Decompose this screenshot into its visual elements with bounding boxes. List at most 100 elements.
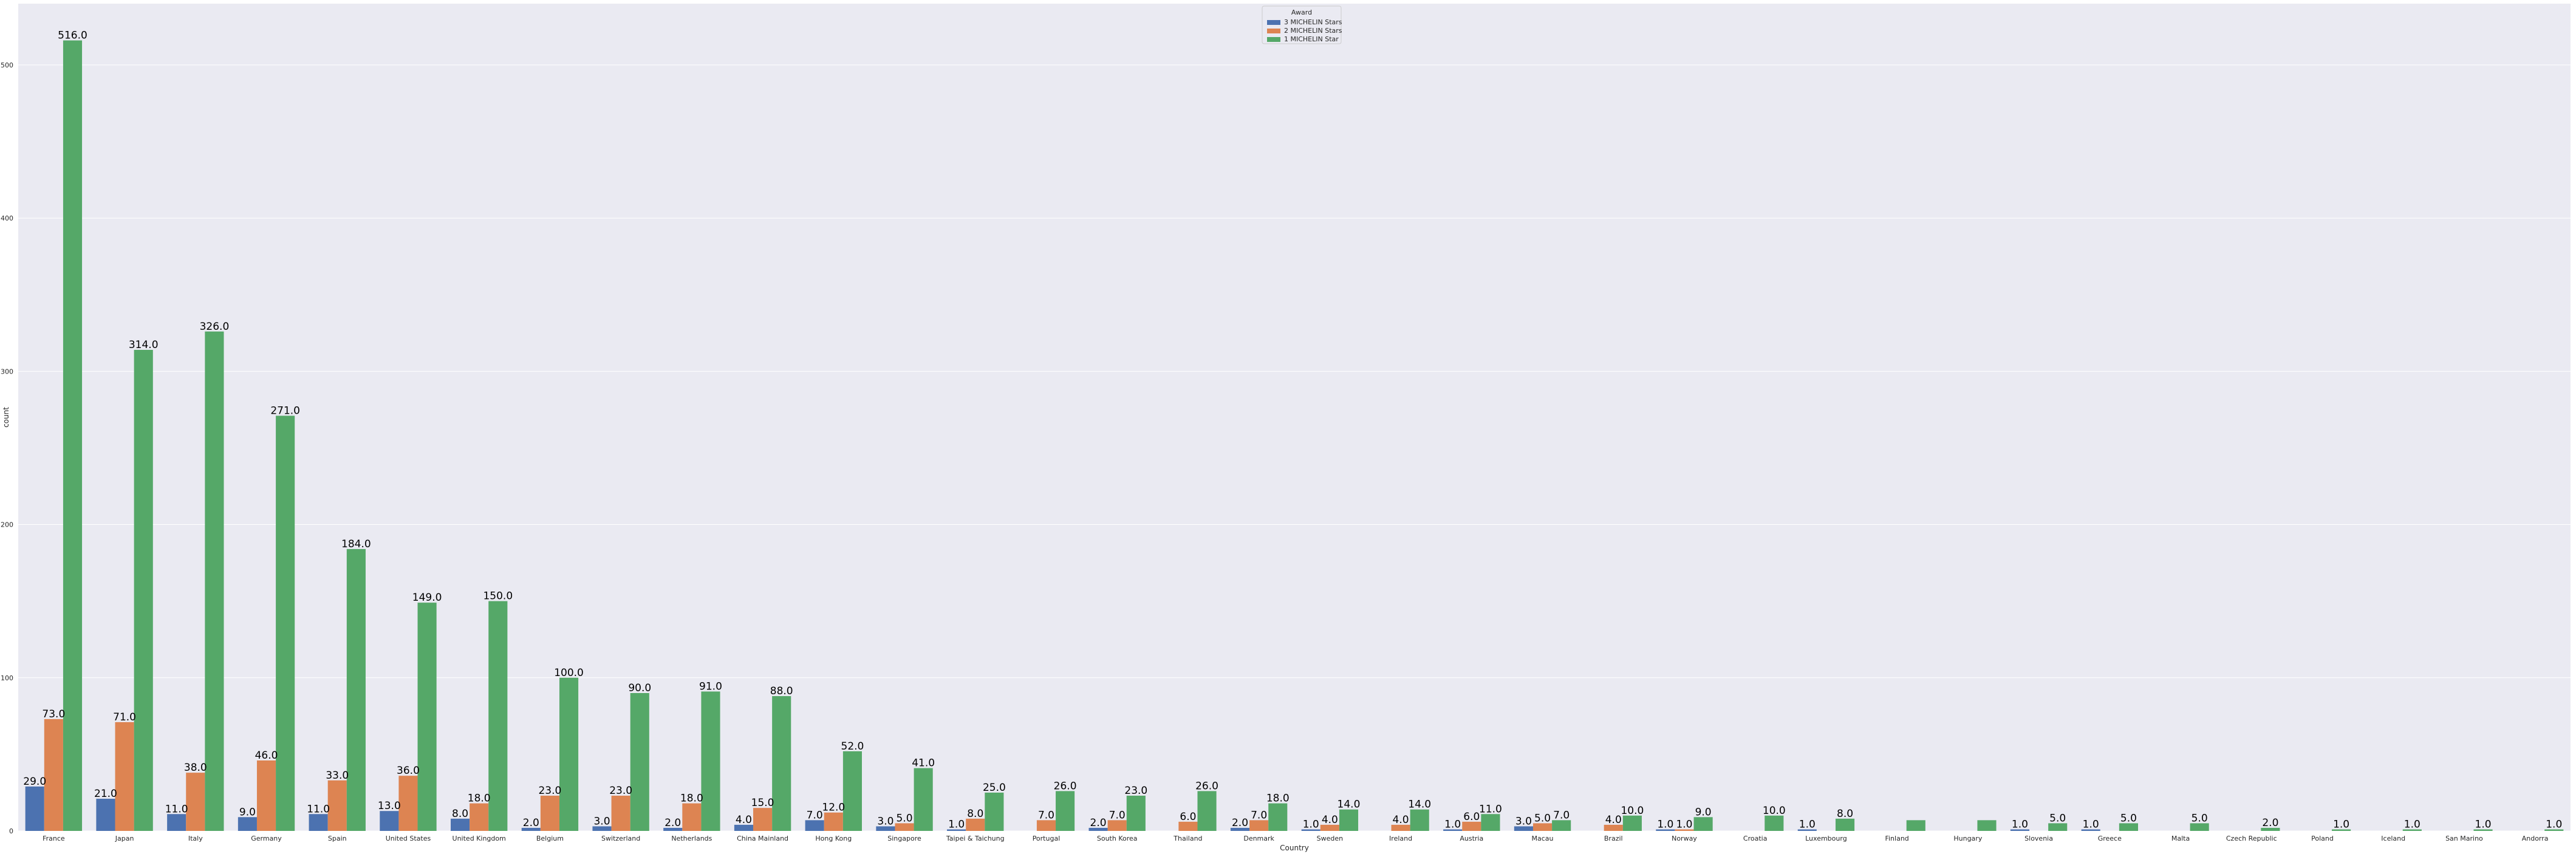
legend-label: 2 MICHELIN Stars: [1284, 27, 1342, 35]
bar: [1532, 823, 1553, 831]
bar-value-label: 73.0: [42, 708, 65, 720]
bar: [1906, 820, 1925, 831]
bar: [63, 40, 83, 832]
bar: [1320, 824, 1339, 831]
bar-value-label: 1.0: [2012, 818, 2028, 830]
bar-value-label: 3.0: [877, 815, 893, 827]
bar: [1462, 821, 1481, 831]
bar-value-label: 5.0: [2120, 812, 2137, 824]
bar-value-label: 1.0: [948, 818, 965, 830]
bar-value-label: 91.0: [699, 680, 722, 692]
bar: [1249, 820, 1269, 831]
bar: [1197, 791, 1217, 831]
gridlines: [18, 64, 2571, 832]
bar-value-label: 13.0: [378, 800, 401, 812]
bar-value-label: 4.0: [1322, 814, 1338, 826]
bar: [914, 768, 933, 831]
bar-value-label: 8.0: [1837, 808, 1853, 820]
bar: [25, 786, 44, 831]
x-tick-label: Luxembourg: [1805, 835, 1847, 842]
bar: [682, 803, 702, 831]
x-tick-label: Iceland: [2381, 835, 2405, 842]
bar: [2119, 823, 2138, 831]
x-tick-label: Norway: [1672, 835, 1697, 842]
bar-value-label: 271.0: [270, 405, 300, 417]
bar: [1693, 817, 1713, 831]
bar: [1656, 829, 1675, 831]
legend-box: [1262, 5, 1342, 44]
x-tick-label: Singapore: [887, 835, 921, 842]
bar-value-label: 8.0: [452, 808, 468, 820]
bar-value-label: 41.0: [912, 757, 935, 770]
x-tick-label: Denmark: [1243, 835, 1274, 842]
bar-value-label: 6.0: [1180, 811, 1196, 823]
bar-value-label: 71.0: [113, 711, 136, 723]
bar: [1481, 814, 1500, 831]
bar-value-label: 14.0: [1408, 799, 1431, 811]
bar: [2010, 829, 2030, 831]
bar: [611, 795, 630, 831]
bar-value-label: 26.0: [1054, 780, 1077, 792]
bar-value-label: 25.0: [983, 782, 1006, 794]
bar: [2402, 829, 2422, 831]
x-tick-label: Hong Kong: [815, 835, 852, 842]
bar-value-label: 36.0: [397, 765, 420, 777]
bar: [966, 818, 985, 831]
bar: [1178, 821, 1198, 831]
x-tick-label: Netherlands: [671, 835, 712, 842]
bar-value-label: 18.0: [1266, 793, 1290, 805]
bar-value-label: 100.0: [554, 667, 584, 679]
x-tick-label: Greece: [2098, 835, 2122, 842]
bar: [630, 693, 649, 831]
y-tick-label: 400: [1, 214, 13, 222]
x-tick-label: France: [43, 835, 65, 842]
x-tick-label: Finland: [1885, 835, 1908, 842]
bar-value-label: 10.0: [1763, 805, 1786, 817]
bar: [663, 827, 683, 831]
bar-value-label: 88.0: [770, 685, 793, 697]
bar: [1107, 820, 1127, 831]
bar-value-label: 4.0: [1605, 814, 1622, 826]
bar-value-label: 7.0: [807, 809, 823, 821]
bar-value-label: 1.0: [2083, 818, 2099, 830]
bar: [470, 803, 489, 831]
bar: [824, 812, 843, 831]
legend-swatch: [1267, 20, 1280, 25]
bar: [380, 811, 399, 831]
bar-value-label: 23.0: [1124, 785, 1147, 797]
bar-value-label: 1.0: [1657, 818, 1673, 830]
bar-value-label: 11.0: [307, 803, 330, 815]
bar-value-label: 10.0: [1621, 805, 1644, 817]
bar-value-label: 5.0: [2192, 812, 2208, 824]
x-tick-label: United States: [386, 835, 431, 842]
bar: [167, 814, 186, 831]
x-tick-label: Malta: [2171, 835, 2190, 842]
bar: [521, 827, 541, 831]
bar-value-label: 150.0: [483, 590, 513, 603]
bar: [1088, 827, 1108, 831]
bar: [1835, 818, 1855, 831]
x-tick-label: San Marino: [2445, 835, 2483, 842]
bar-value-label: 11.0: [1479, 803, 1502, 815]
x-tick-label: Austria: [1460, 835, 1483, 842]
bar-value-label: 2.0: [2262, 817, 2278, 829]
bar-value-label: 1.0: [2475, 818, 2492, 830]
bar: [44, 719, 63, 831]
y-tick-label: 500: [1, 61, 13, 69]
bar-value-label: 23.0: [538, 785, 561, 797]
bar: [398, 776, 418, 831]
bar: [1514, 826, 1533, 831]
x-tick-label: China Mainland: [737, 835, 788, 842]
bar: [985, 792, 1004, 831]
legend-title: Award: [1291, 9, 1312, 16]
bar-value-label: 9.0: [239, 806, 256, 818]
bar-value-label: 21.0: [94, 788, 117, 800]
bar: [540, 795, 559, 831]
bar: [1036, 820, 1056, 831]
bar: [1675, 829, 1694, 831]
bar: [237, 817, 257, 831]
bar: [805, 820, 824, 831]
bar: [1622, 815, 1642, 831]
bar: [205, 331, 224, 831]
